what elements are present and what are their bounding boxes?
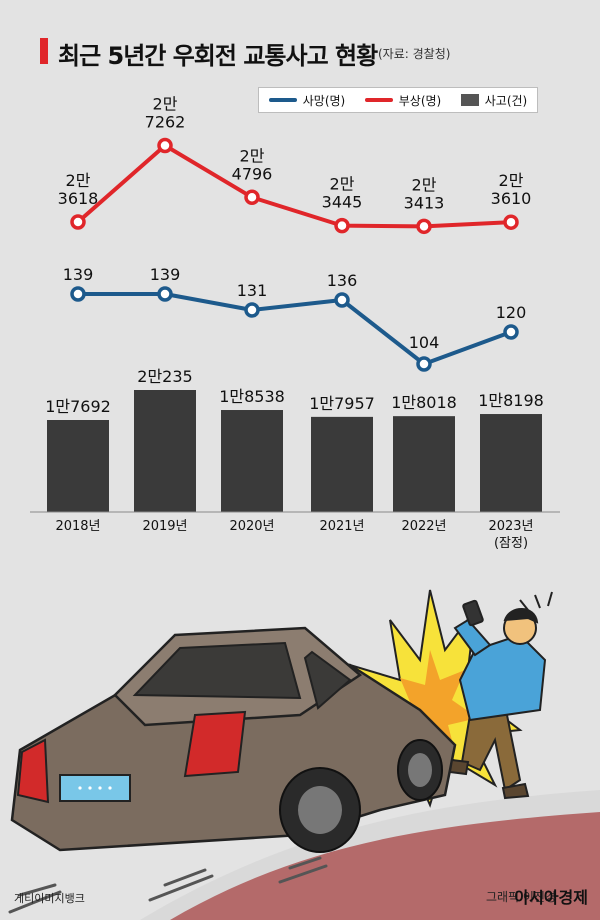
deaths-point [157, 286, 173, 302]
accident-bar [134, 390, 196, 512]
injuries-point [334, 217, 350, 234]
legend-item-accidents: 사고(건) [460, 92, 528, 109]
accident-data-label: 1만8198 [478, 391, 544, 410]
pedestrian-shoe-left [448, 758, 470, 776]
accident-bar [311, 416, 373, 512]
accident-bar [221, 410, 283, 512]
deaths-point [416, 356, 432, 372]
x-tick-label: 2022년 [401, 519, 446, 534]
x-tick-label: 2019년 [142, 519, 187, 534]
source-note: (자료: 경찰청) [378, 47, 451, 61]
injuries-line [76, 143, 512, 229]
car-taillight-right [183, 710, 247, 778]
legend-swatch-deaths [268, 98, 297, 102]
x-tick-label: 2020년 [229, 519, 274, 534]
surprise-marks [519, 591, 553, 611]
legend-item-injuries: 부상(명) [364, 92, 442, 109]
injuries-point [157, 137, 173, 154]
injuries-data-label: 2만 3445 [322, 175, 363, 212]
page-title: 최근 5년간 우회전 교통사고 현황 [58, 42, 378, 70]
accident-illustration [8, 589, 600, 920]
injuries-point [70, 214, 86, 230]
car-side-window [303, 650, 352, 710]
injuries-data-label: 2만 7262 [145, 94, 186, 131]
brand-logo-text: 아시아경제 [514, 888, 588, 907]
car-taillight-left [16, 738, 50, 804]
pedestrian-shoe-right [501, 782, 530, 800]
x-tick-label: 2021년 [319, 519, 364, 534]
chart-svg: 2만 3618 2만 7262 2만 4796 2만 3445 2만 3413 2만 3610 139 1… [30, 94, 560, 551]
license-plate [59, 774, 131, 802]
deaths-point [503, 324, 519, 340]
impact-burst-core [388, 650, 478, 755]
graphic-credit: 그래픽 이진경 [485, 890, 556, 904]
injuries-data-label: 2만 3610 [491, 171, 532, 208]
deaths-data-label: 139 [63, 265, 94, 284]
sidewalk-edge [140, 790, 600, 920]
x-tick-label: 2023년 (잠정) [488, 519, 533, 551]
deaths-point [244, 302, 260, 318]
legend-item-deaths: 사망(명) [268, 92, 346, 109]
legend-label-injuries: 부상(명) [398, 93, 442, 108]
car-rear-wheel-rim [298, 786, 342, 834]
deaths-data-label: 136 [327, 271, 358, 290]
skid-marks [8, 856, 328, 914]
chart-legend: 사망(명) 부상(명) 사고(건) [258, 87, 538, 113]
accident-data-label: 2만235 [137, 367, 192, 386]
deaths-data-label: 131 [237, 281, 268, 300]
deaths-point [70, 286, 86, 302]
pedestrian-phone [462, 599, 484, 627]
injuries-data-label: 2만 4796 [232, 146, 273, 183]
deaths-data-label: 104 [409, 333, 440, 352]
deaths-data-label: 139 [150, 265, 181, 284]
injuries-data-label: 2만 3413 [404, 175, 445, 212]
injuries-data-label: 2만 3618 [58, 171, 99, 208]
car-rear-window [132, 641, 302, 700]
license-plate-dots [78, 786, 112, 790]
injuries-point [244, 189, 260, 206]
deaths-point [334, 292, 350, 308]
accident-data-label: 1만7692 [45, 397, 111, 416]
title-accent-bar [40, 38, 48, 64]
legend-swatch-accidents [460, 94, 479, 106]
legend-label-accidents: 사고(건) [484, 93, 528, 108]
photo-credit: 게티이미지뱅크 [14, 892, 85, 905]
accident-bar [480, 414, 542, 512]
legend-swatch-injuries [364, 98, 393, 102]
accident-data-label: 1만8538 [219, 387, 285, 406]
accident-bar [393, 416, 455, 512]
deaths-line [78, 292, 512, 366]
deaths-data-label: 120 [496, 303, 527, 322]
legend-label-deaths: 사망(명) [302, 93, 346, 108]
car-front-wheel-rim [408, 753, 432, 787]
accident-data-label: 1만8018 [391, 393, 457, 412]
pedestrian [448, 599, 547, 800]
injuries-point [416, 218, 432, 235]
accident-bar [47, 420, 109, 512]
road-curb [160, 810, 600, 920]
x-tick-label: 2018년 [55, 519, 100, 534]
accident-data-label: 1만7957 [309, 394, 375, 413]
injuries-point [503, 214, 519, 230]
